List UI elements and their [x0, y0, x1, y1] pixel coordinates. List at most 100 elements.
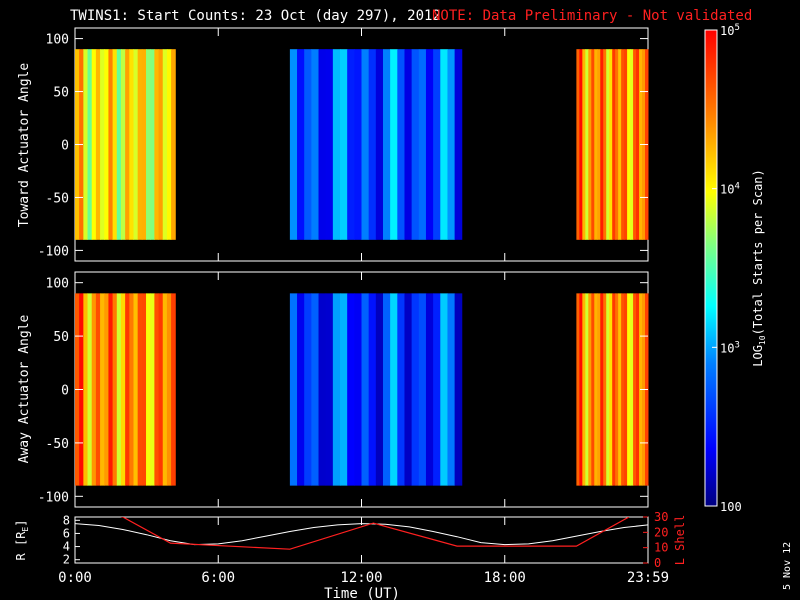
- heatmap-cell: [171, 293, 176, 486]
- date-stamp: 5 Nov 12: [782, 542, 793, 590]
- heatmap-cell: [154, 49, 160, 240]
- heatmap-cell: [150, 49, 155, 240]
- heatmap-cell: [133, 49, 139, 240]
- heatmap-cell: [311, 293, 320, 486]
- heatmap-cell: [440, 293, 448, 486]
- heatmap-cell: [289, 49, 298, 240]
- heatmap-cell: [133, 293, 139, 486]
- heatmap-cell: [418, 49, 427, 240]
- heatmap-cell: [621, 49, 625, 240]
- heatmap-cell: [116, 49, 122, 240]
- heatmap-cell: [361, 293, 370, 486]
- heatmap-cell: [171, 49, 176, 240]
- heatmap-cell: [576, 49, 580, 240]
- heatmap-cell: [166, 49, 172, 240]
- heatmap-cell: [440, 49, 448, 240]
- heatmap-cell: [615, 49, 619, 240]
- colorbar-tick-label: 103: [720, 340, 740, 355]
- heatmap-cell: [375, 293, 384, 486]
- heatmap-cell: [108, 49, 114, 240]
- radius-tick-label: 8: [63, 513, 70, 527]
- heatmap-cell: [146, 49, 151, 240]
- away-ylabel: Away Actuator Angle: [17, 314, 32, 463]
- heatmap-cell: [585, 293, 589, 486]
- heatmap-cell: [454, 49, 463, 240]
- y-tick-label: 50: [53, 330, 69, 345]
- heatmap-cell: [83, 293, 89, 486]
- radius-ylabel: R [RE]: [14, 520, 30, 561]
- heatmap-cell: [425, 49, 434, 240]
- colorbar-tick-label: 100: [720, 500, 742, 514]
- colorbar-label: LOG10(Total Starts per Scan): [751, 169, 767, 367]
- heatmap-cell: [137, 293, 143, 486]
- heatmap-cell: [591, 49, 595, 240]
- lshell-tick-label: 10: [654, 541, 668, 555]
- heatmap-cell: [162, 49, 168, 240]
- heatmap-cell: [606, 49, 610, 240]
- heatmap-cell: [120, 49, 126, 240]
- heatmap-cell: [297, 49, 305, 240]
- heatmap-cell: [597, 49, 601, 240]
- heatmap-cell: [612, 293, 616, 486]
- heatmap-cell: [418, 293, 427, 486]
- heatmap-cell: [627, 293, 631, 486]
- y-tick-label: -50: [46, 437, 69, 452]
- heatmap-cell: [585, 49, 589, 240]
- heatmap-cell: [166, 293, 172, 486]
- x-tick-label: 18:00: [484, 570, 526, 586]
- heatmap-cell: [146, 293, 151, 486]
- heatmap-cell: [87, 293, 93, 486]
- heatmap-cell: [311, 49, 320, 240]
- heatmap-cell: [397, 293, 405, 486]
- heatmap-cell: [368, 293, 377, 486]
- heatmap-cell: [129, 49, 134, 240]
- heatmap-cell: [390, 49, 398, 240]
- heatmap-cell: [404, 49, 413, 240]
- heatmap-cell: [609, 49, 613, 240]
- heatmap-cell: [636, 49, 640, 240]
- y-tick-label: 100: [46, 33, 69, 48]
- heatmap-cell: [630, 293, 634, 486]
- heatmap-cell: [340, 49, 348, 240]
- lshell-tick-label: 30: [654, 510, 668, 524]
- heatmap-cell: [318, 49, 327, 240]
- heatmap-cell: [600, 293, 604, 486]
- heatmap-cell: [137, 49, 143, 240]
- y-tick-label: -100: [38, 490, 69, 505]
- heatmap-cell: [390, 293, 398, 486]
- x-tick-label: 0:00: [58, 570, 92, 586]
- heatmap-cell: [116, 293, 122, 486]
- heatmap-cell: [340, 293, 348, 486]
- heatmap-cell: [588, 49, 592, 240]
- heatmap-cell: [125, 293, 130, 486]
- heatmap-cell: [104, 293, 109, 486]
- y-tick-label: 0: [61, 139, 69, 154]
- heatmap-cell: [447, 293, 456, 486]
- heatmap-cell: [411, 293, 420, 486]
- heatmap-cell: [597, 293, 601, 486]
- heatmap-cell: [354, 49, 362, 240]
- heatmap-cell: [304, 49, 312, 240]
- heatmap-cell: [368, 49, 377, 240]
- heatmap-cell: [618, 49, 622, 240]
- lshell-tick-label: 0: [654, 556, 661, 570]
- heatmap-cell: [125, 49, 130, 240]
- x-tick-label: 12:00: [340, 570, 382, 586]
- colorbar: [704, 29, 718, 507]
- heatmap-cell: [582, 49, 586, 240]
- x-tick-label: 23:59: [627, 570, 669, 586]
- heatmap-cell: [83, 49, 89, 240]
- heatmap-cell: [603, 293, 607, 486]
- preliminary-note: NOTE: Data Preliminary - Not validated: [432, 8, 752, 24]
- heatmap-cell: [150, 293, 155, 486]
- toward-y-axis: 100 50 0 -50 -100: [38, 33, 648, 259]
- heatmap-cell: [579, 293, 583, 486]
- heatmap-cell: [609, 293, 613, 486]
- heatmap-cell: [594, 293, 598, 486]
- heatmap-cell: [120, 293, 126, 486]
- lshell-ylabel: L Shell: [673, 515, 687, 566]
- colorbar-tick-label: 105: [720, 23, 740, 38]
- heatmap-cell: [454, 293, 463, 486]
- heatmap-cell: [361, 49, 370, 240]
